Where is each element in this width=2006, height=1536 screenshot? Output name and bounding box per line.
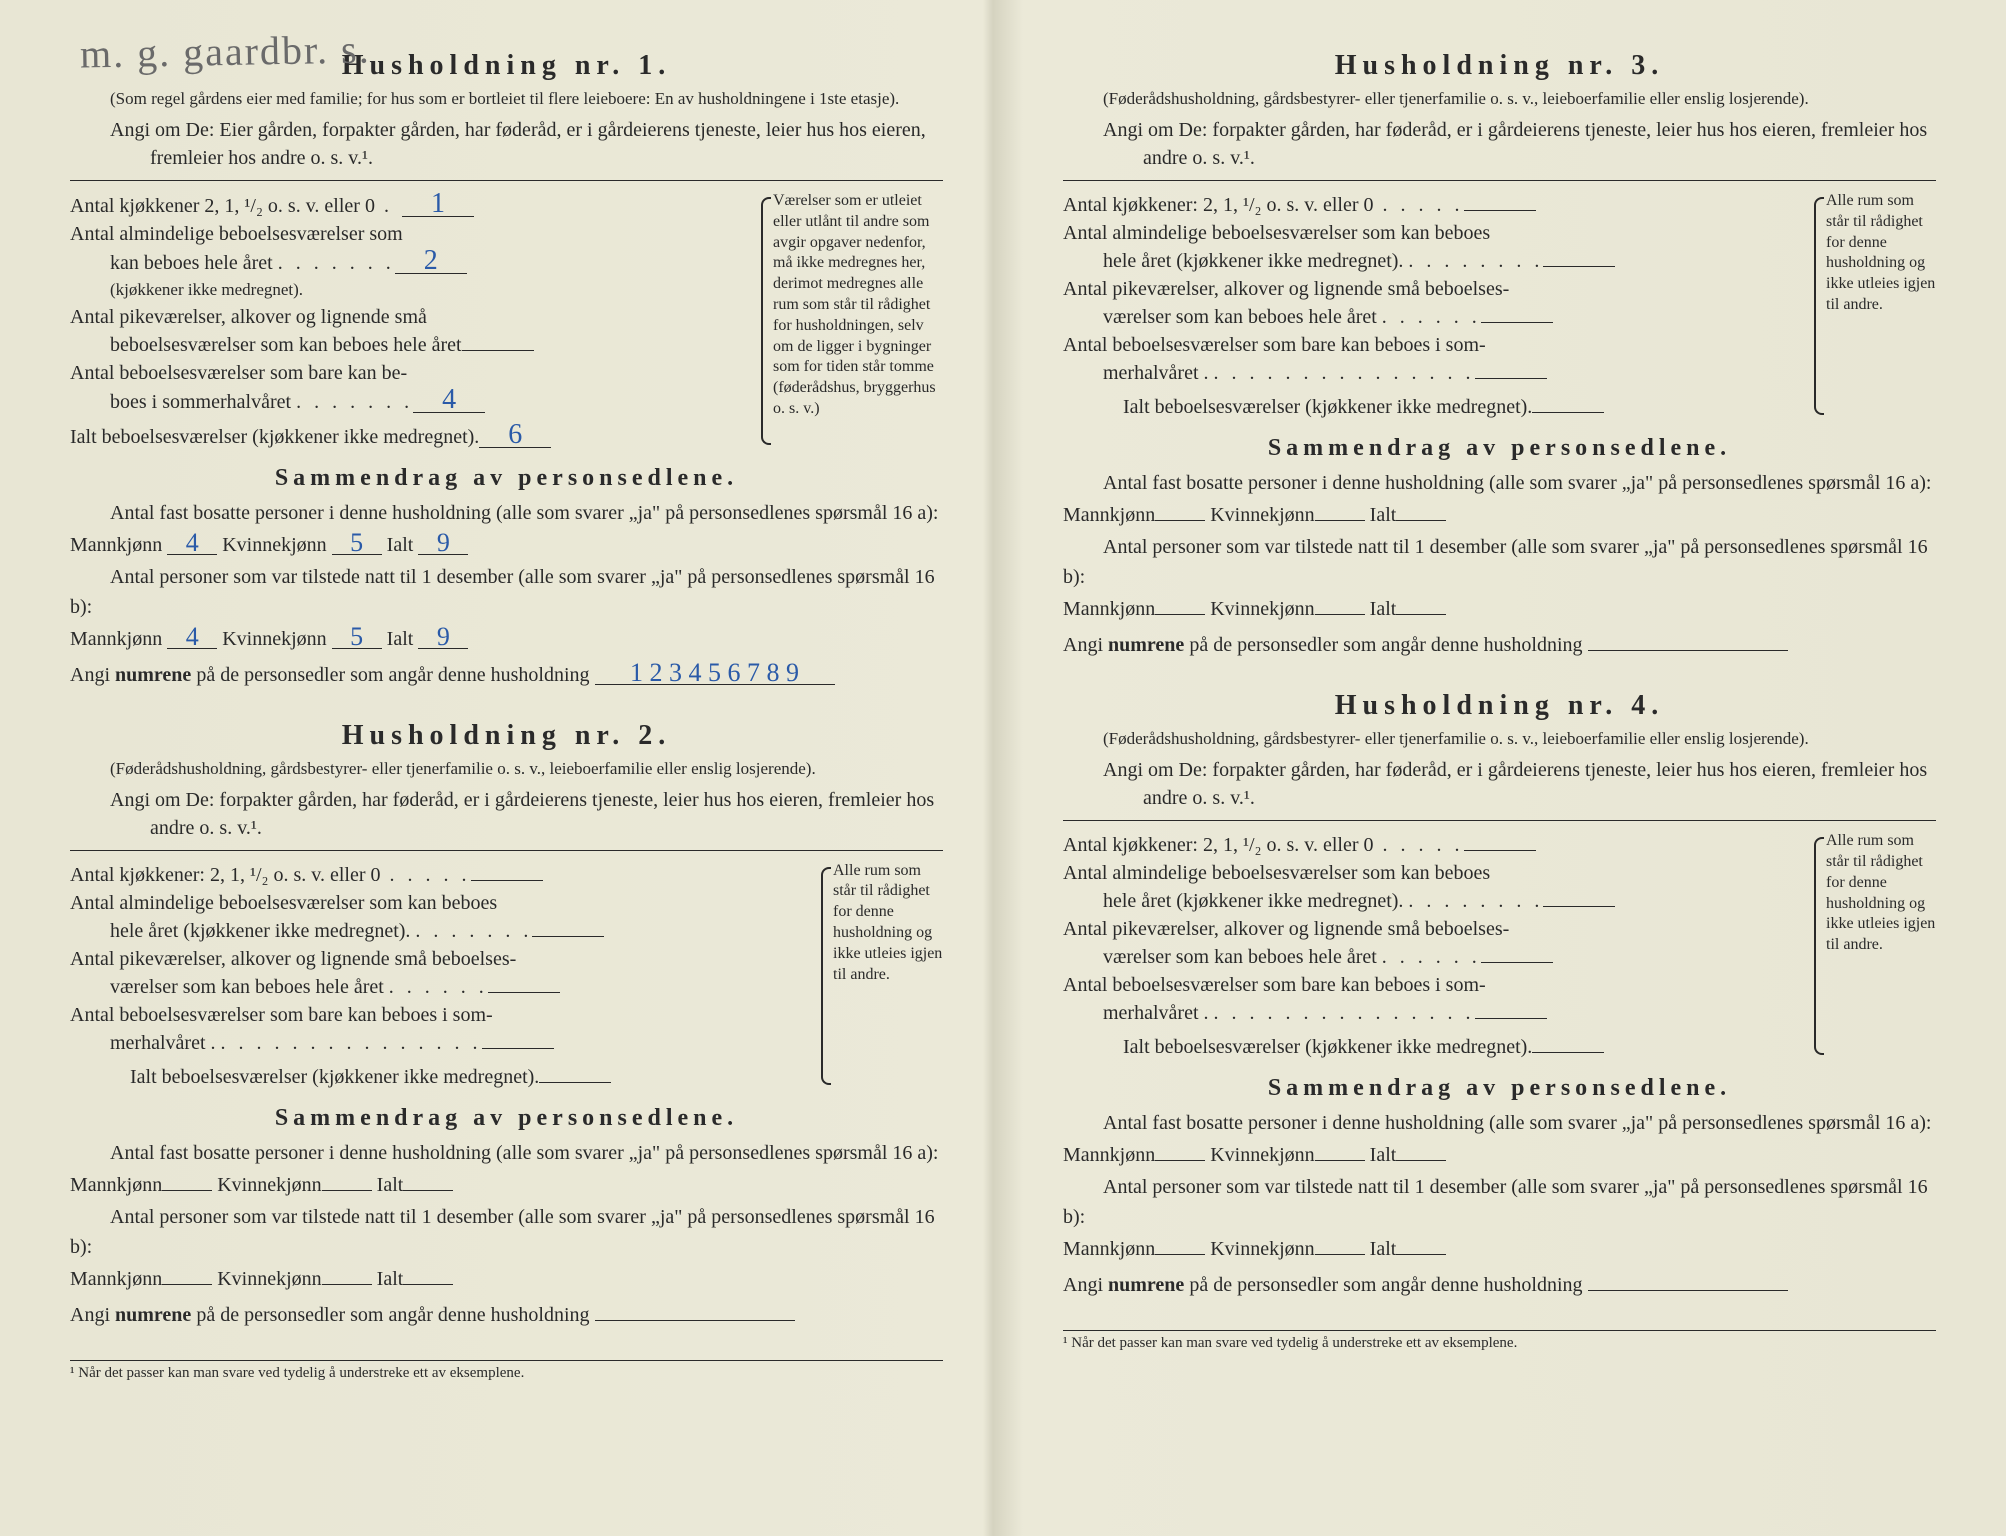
kjokken-value — [471, 880, 543, 881]
kjokken-label: Antal kjøkkener: 2, 1, ¹/₂ o. s. v. elle… — [1063, 831, 1374, 859]
summary-title: Sammendrag av personsedlene. — [1063, 435, 1936, 462]
household-2: Husholdning nr. 2. (Føderådshusholdning,… — [70, 720, 943, 1330]
summary-title: Sammendrag av personsedlene. — [70, 1105, 943, 1132]
kjokken-label: Antal kjøkkener: 2, 1, ¹/₂ o. s. v. elle… — [1063, 191, 1374, 219]
handwritten-annotation: m. g. gaardbr. s. — [80, 25, 371, 77]
ialt-value — [539, 1082, 611, 1083]
ialt-a-label: Ialt — [387, 534, 414, 556]
pike-label: Antal pikeværelser, alkover og lignende … — [70, 303, 427, 331]
kjokken-label: Antal kjøkkener 2, 1, ¹/₂ o. s. v. eller… — [70, 192, 375, 220]
summary-line-1: Antal fast bosatte personer i denne hush… — [70, 1138, 943, 1168]
household-subtitle: (Føderådshusholdning, gårdsbestyrer- ell… — [110, 758, 943, 780]
right-page: Husholdning nr. 3. (Føderådshusholdning,… — [1003, 0, 2006, 1536]
left-page: m. g. gaardbr. s. Husholdning nr. 1. (So… — [0, 0, 1003, 1536]
almindelige-value: 2 — [395, 248, 467, 274]
household-subtitle: (Føderådshusholdning, gårdsbestyrer- ell… — [1103, 728, 1936, 750]
household-instruction: Angi om De: forpakter gården, har føderå… — [110, 786, 943, 842]
footnote: ¹ Når det passer kan man svare ved tydel… — [1063, 1330, 1936, 1352]
pike-value — [462, 350, 534, 351]
household-4: Husholdning nr. 4. (Føderådshusholdning,… — [1063, 690, 1936, 1300]
summary-title: Sammendrag av personsedlene. — [1063, 1075, 1936, 1102]
summary-line-2: Antal personer som var tilstede natt til… — [1063, 532, 1936, 592]
household-instruction: Angi om De: forpakter gården, har føderå… — [1103, 756, 1936, 812]
side-note-1: Værelser som er utleiet eller utlånt til… — [761, 191, 943, 451]
ialt-label: Ialt beboelsesværelser (kjøkkener ikke m… — [1063, 393, 1532, 421]
ialt-a-value: 9 — [418, 531, 468, 555]
side-note-3: Alle rum som står til rådighet for denne… — [1814, 191, 1936, 421]
numrene-label: Angi numrene på de personsedler som angå… — [70, 664, 590, 686]
household-title: Husholdning nr. 2. — [70, 720, 943, 752]
almindelige-label: Antal almindelige beboelsesværelser som — [70, 220, 403, 248]
mann-label: Mannkjønn — [70, 534, 162, 556]
summary-line-2: Antal personer som var tilstede natt til… — [70, 1202, 943, 1262]
numrene-label: Angi numrene på de personsedler som angå… — [1063, 634, 1583, 656]
kvinne-a-value: 5 — [332, 531, 382, 555]
household-title: Husholdning nr. 4. — [1063, 690, 1936, 722]
sommer-value — [482, 1048, 554, 1049]
household-instruction: Angi om De: Eier gården, forpakter gårde… — [110, 116, 943, 172]
ialt-b-value: 9 — [418, 625, 468, 649]
summary-title: Sammendrag av personsedlene. — [70, 465, 943, 492]
numrene-value: 1 2 3 4 5 6 7 8 9 — [595, 661, 835, 685]
numrene-label: Angi numrene på de personsedler som angå… — [1063, 1274, 1583, 1296]
ialt-label: Ialt beboelsesværelser (kjøkkener ikke m… — [70, 423, 479, 451]
household-instruction: Angi om De: forpakter gården, har føderå… — [1103, 116, 1936, 172]
summary-line-2: Antal personer som var tilstede natt til… — [70, 562, 943, 622]
kjokken-value: 1 — [402, 191, 474, 217]
ialt-value: 6 — [479, 422, 551, 448]
sommer-value: 4 — [413, 387, 485, 413]
pike-value — [488, 992, 560, 993]
summary-line-2: Antal personer som var tilstede natt til… — [1063, 1172, 1936, 1232]
numrene-label: Angi numrene på de personsedler som angå… — [70, 1304, 590, 1326]
kjokken-label: Antal kjøkkener: 2, 1, ¹/₂ o. s. v. elle… — [70, 861, 381, 889]
sommer-label: Antal beboelsesværelser som bare kan be- — [70, 359, 407, 387]
mann-a-value: 4 — [167, 531, 217, 555]
side-note-2: Alle rum som står til rådighet for denne… — [821, 861, 943, 1091]
household-3: Husholdning nr. 3. (Føderådshusholdning,… — [1063, 50, 1936, 660]
footnote: ¹ Når det passer kan man svare ved tydel… — [70, 1360, 943, 1382]
household-1: Husholdning nr. 1. (Som regel gårdens ei… — [70, 50, 943, 690]
household-subtitle: (Som regel gårdens eier med familie; for… — [110, 88, 943, 110]
ialt-label: Ialt beboelsesværelser (kjøkkener ikke m… — [70, 1063, 539, 1091]
summary-line-1: Antal fast bosatte personer i denne hush… — [70, 498, 943, 528]
census-form-sheet: m. g. gaardbr. s. Husholdning nr. 1. (So… — [0, 0, 2006, 1536]
kvinne-b-value: 5 — [332, 625, 382, 649]
mann-b-value: 4 — [167, 625, 217, 649]
almindelige-sub: (kjøkkener ikke medregnet). — [70, 277, 761, 303]
household-title: Husholdning nr. 3. — [1063, 50, 1936, 82]
household-subtitle: (Føderådshusholdning, gårdsbestyrer- ell… — [1103, 88, 1936, 110]
ialt-label: Ialt beboelsesværelser (kjøkkener ikke m… — [1063, 1033, 1532, 1061]
summary-line-1: Antal fast bosatte personer i denne hush… — [1063, 1108, 1936, 1138]
kvinne-label: Kvinnekjønn — [222, 534, 326, 556]
side-note-4: Alle rum som står til rådighet for denne… — [1814, 831, 1936, 1061]
almindelige-value — [532, 936, 604, 937]
summary-line-1: Antal fast bosatte personer i denne hush… — [1063, 468, 1936, 498]
